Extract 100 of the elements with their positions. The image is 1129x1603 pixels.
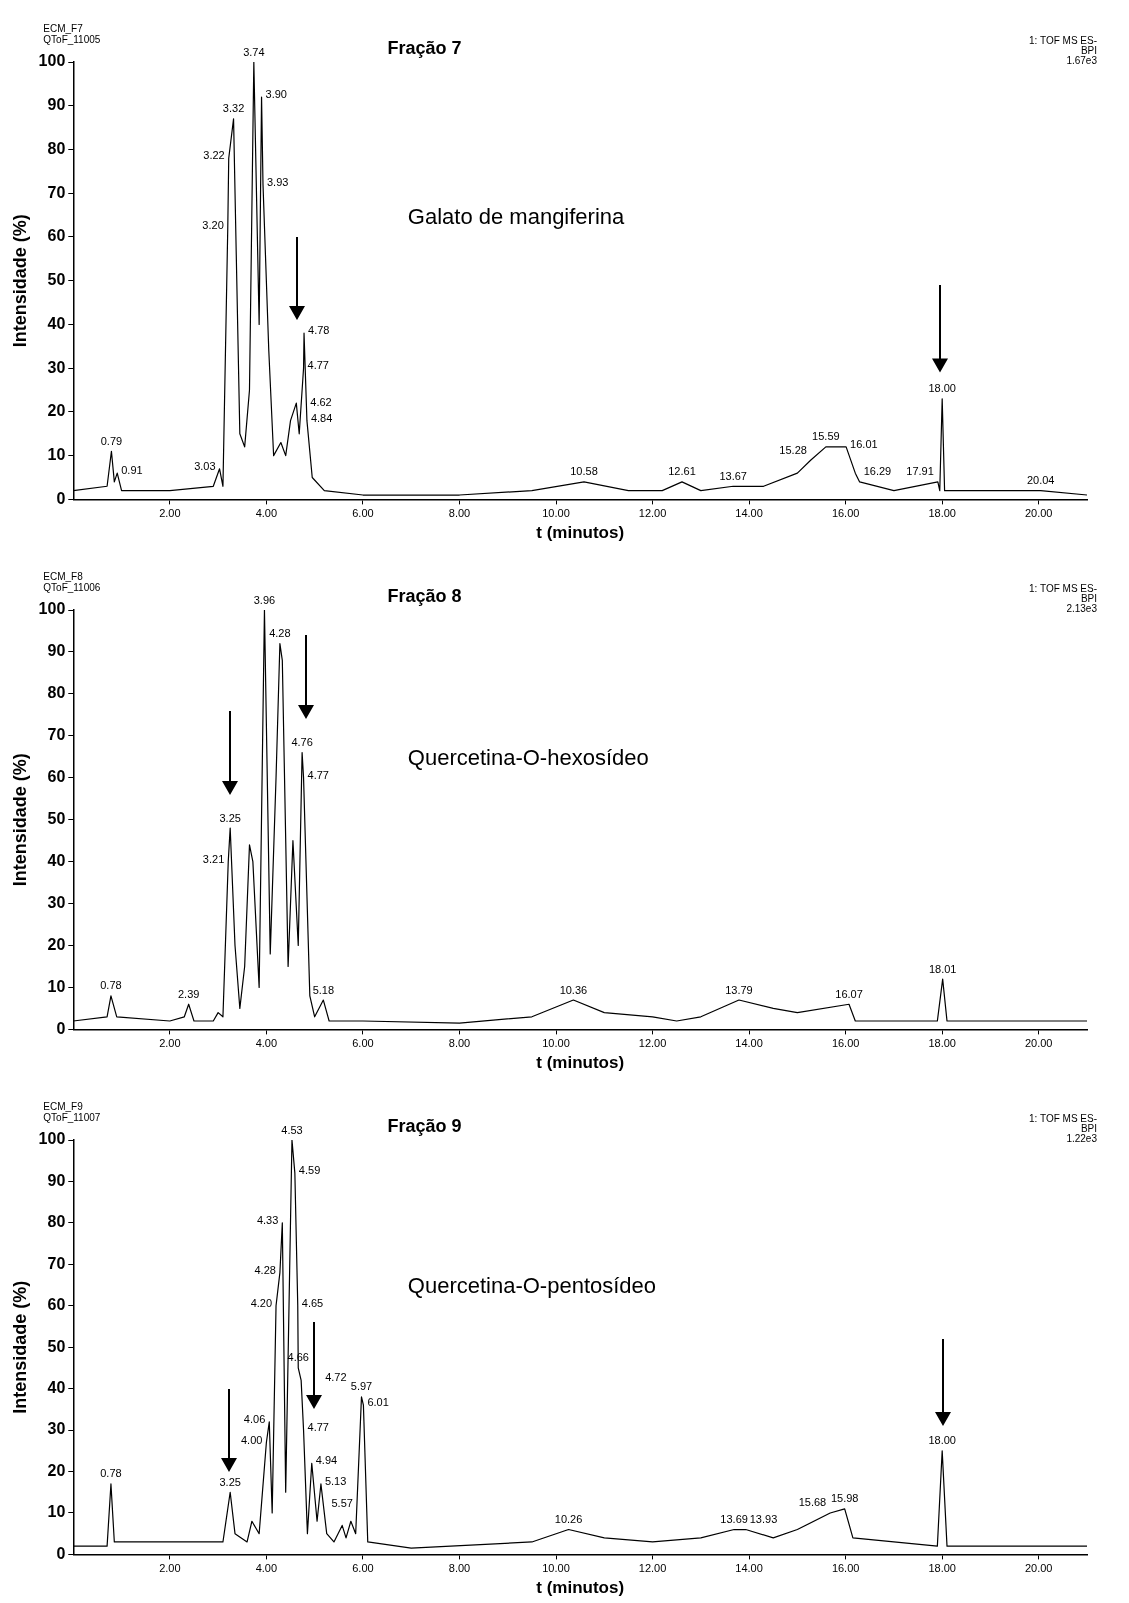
annotation: 4.06 [243, 1412, 266, 1425]
annotation: 3.20 [202, 219, 224, 232]
annotation: 4.77 [307, 1421, 329, 1434]
x-axis-title: t (minutos) [536, 1578, 625, 1598]
x-tick-label: 12.00 [638, 1037, 667, 1050]
annotation: 2.39 [177, 987, 200, 1000]
x-tick-label: 14.00 [735, 1037, 763, 1050]
annotation: 3.25 [219, 1475, 241, 1488]
annotation: 5.13 [324, 1474, 347, 1487]
x-tick-label: 20.00 [1024, 1562, 1053, 1575]
annotation: Galato de mangiferina [407, 203, 626, 229]
annotation: 18.00 [928, 1434, 956, 1447]
chart-title: Fração 7 [387, 38, 462, 58]
y-tick-label: 40 [47, 314, 66, 332]
annotation: 4.28 [254, 1263, 276, 1276]
x-tick-label: 8.00 [448, 1562, 471, 1575]
x-axis-title: t (minutos) [536, 523, 625, 543]
y-tick-label: 90 [47, 1171, 66, 1189]
y-tick-label: 20 [47, 935, 66, 953]
y-tick-label: 30 [47, 893, 66, 911]
x-tick-label: 10.00 [542, 1562, 570, 1575]
annotation: 4.53 [281, 1123, 303, 1136]
annotation: 0.79 [100, 434, 123, 447]
annotation: 4.33 [256, 1213, 279, 1226]
text: QToF_11005 [43, 34, 101, 45]
text: 1: TOF MS ES- [1029, 35, 1097, 46]
chart-title: Fração 9 [387, 1116, 462, 1136]
annotation: 10.26 [554, 1513, 583, 1526]
annotation: 15.98 [830, 1492, 859, 1505]
x-tick-label: 8.00 [448, 507, 471, 520]
y-tick-label: 90 [47, 96, 66, 114]
x-tick-label: 4.00 [255, 1562, 278, 1575]
annotation: 4.65 [301, 1296, 324, 1309]
x-tick-label: 20.00 [1024, 507, 1053, 520]
x-tick-label: 12.00 [638, 1562, 667, 1575]
annotation: 13.67 [719, 469, 747, 482]
x-tick-label: 14.00 [735, 1562, 763, 1575]
annotation: 4.94 [315, 1454, 338, 1467]
annotation: 17.91 [906, 465, 934, 478]
annotation: 15.28 [779, 443, 807, 456]
x-tick-label: 18.00 [928, 1562, 956, 1575]
annotation: 3.32 [222, 102, 245, 115]
annotation: 0.91 [121, 464, 143, 477]
annotation: 3.93 [267, 175, 289, 188]
x-tick-label: 10.00 [542, 1037, 570, 1050]
text: QToF_11006 [43, 582, 101, 593]
annotation: 15.59 [812, 430, 840, 443]
x-tick-label: 18.00 [928, 1037, 956, 1050]
annotation: 0.78 [100, 1467, 122, 1480]
y-tick-label: 80 [47, 684, 66, 702]
x-tick-label: 20.00 [1024, 1037, 1053, 1050]
x-tick-label: 4.00 [255, 507, 278, 520]
y-tick-label: 70 [47, 183, 66, 201]
annotation: 3.03 [194, 459, 216, 472]
annotation: 4.77 [307, 359, 329, 372]
x-tick-label: 12.00 [638, 507, 667, 520]
annotation: 3.25 [219, 811, 241, 824]
y-tick-label: 30 [47, 1420, 66, 1438]
annotation: 4.00 [240, 1433, 263, 1446]
y-tick-label: 80 [47, 1213, 66, 1231]
x-tick-label: 16.00 [831, 507, 860, 520]
annotation: 6.01 [367, 1396, 389, 1409]
annotation: 13.93 [749, 1513, 778, 1526]
annotation: 16.07 [835, 987, 863, 1000]
y-tick-label: 20 [47, 402, 66, 420]
text: BPI [1080, 1123, 1097, 1134]
y-tick-label: 100 [38, 52, 66, 70]
x-tick-label: 4.00 [255, 1037, 278, 1050]
annotation: 5.97 [350, 1380, 373, 1393]
annotation: 3.90 [265, 88, 287, 101]
annotation: 4.84 [310, 411, 333, 424]
y-tick-label: 60 [47, 1296, 66, 1314]
text: ECM_F8 [43, 571, 84, 582]
y-tick-label: 50 [47, 271, 66, 289]
y-tick-label: 100 [38, 600, 66, 618]
text: ECM_F7 [43, 23, 84, 34]
annotation: 13.79 [725, 983, 753, 996]
y-tick-label: 70 [47, 1254, 66, 1272]
y-tick-label: 20 [47, 1461, 66, 1479]
x-tick-label: 6.00 [352, 1037, 374, 1050]
annotation: 3.22 [203, 149, 225, 162]
annotation: 4.62 [310, 396, 332, 409]
annotation: 16.01 [850, 437, 878, 450]
y-tick-label: 60 [47, 227, 66, 245]
y-tick-label: 90 [47, 642, 66, 660]
annotation: 1.22e3 [1066, 1133, 1098, 1144]
annotation: 2.13e3 [1066, 603, 1098, 614]
x-tick-label: 10.00 [542, 507, 570, 520]
text: 1: TOF MS ES- [1029, 1113, 1097, 1124]
y-axis-title: Intensidade (%) [9, 753, 30, 887]
y-tick-label: 70 [47, 726, 66, 744]
x-tick-label: 6.00 [352, 507, 374, 520]
annotation: 4.77 [307, 768, 329, 781]
x-tick-label: 2.00 [159, 1037, 181, 1050]
annotation: Quercetina-O-hexosídeo [407, 745, 649, 771]
x-tick-label: 16.00 [831, 1562, 860, 1575]
y-tick-label: 50 [47, 1337, 66, 1355]
x-axis-title: t (minutos) [536, 1053, 625, 1073]
text: BPI [1080, 45, 1097, 56]
y-tick-label: 40 [47, 852, 66, 870]
